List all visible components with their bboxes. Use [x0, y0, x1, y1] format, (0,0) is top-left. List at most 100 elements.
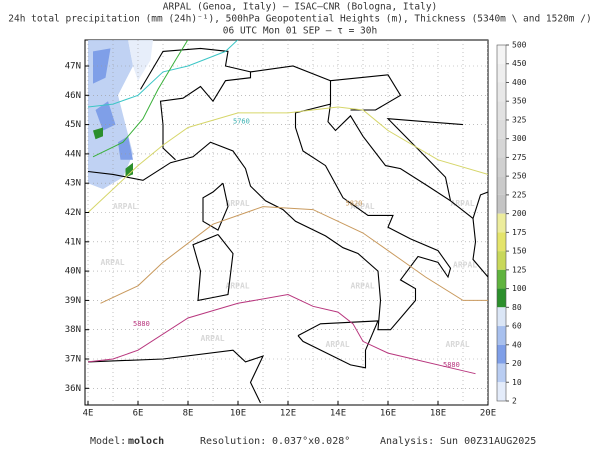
lat-label: 44N: [65, 149, 81, 159]
contour-label: 5880: [443, 361, 460, 369]
colorbar-cell: [497, 326, 506, 345]
colorbar-cell: [497, 344, 506, 364]
colorbar-label: 175: [512, 228, 527, 237]
lat-label: 39N: [65, 296, 81, 306]
colorbar-cell: [497, 307, 506, 327]
colorbar-label: 400: [512, 78, 527, 87]
watermark: ARPAL: [351, 202, 375, 211]
colorbar-label: 2: [512, 397, 517, 406]
lat-label: 38N: [65, 325, 81, 335]
colorbar-cell: [497, 138, 506, 158]
colorbar-label: 100: [512, 284, 527, 293]
lon-label: 16E: [380, 409, 396, 419]
coastline: [159, 65, 332, 161]
colorbar-label: 80: [512, 303, 522, 312]
footer-label: Analysis:: [380, 436, 434, 447]
colorbar-cell: [497, 213, 506, 233]
colorbar-cell: [497, 45, 506, 64]
colorbar-label: 450: [512, 59, 527, 68]
lat-label: 41N: [65, 237, 81, 247]
colorbar-cell: [497, 63, 506, 83]
colorbar-cell: [497, 119, 506, 139]
watermark: ARPAL: [451, 199, 475, 208]
precip-area: [93, 127, 103, 140]
watermark: ARPAL: [201, 334, 225, 343]
coastline: [202, 182, 229, 231]
lat-label: 46N: [65, 91, 81, 101]
colorbar-label: 300: [512, 134, 527, 143]
colorbar-cell: [497, 157, 506, 177]
contour-label: 5820: [346, 200, 363, 208]
colorbar-cell: [497, 269, 506, 289]
contour-line: [100, 206, 488, 304]
watermark: ARPAL: [446, 340, 470, 349]
colorbar-label: 500: [512, 41, 527, 50]
coastline: [87, 103, 488, 331]
lon-label: 20E: [480, 409, 496, 419]
coastline: [386, 118, 464, 201]
contour-label: 5880: [133, 320, 150, 328]
colorbar-label: 350: [512, 97, 527, 106]
colorbar-label: 125: [512, 265, 527, 274]
lat-label: 40N: [65, 267, 81, 277]
colorbar-cell: [497, 382, 506, 401]
colorbar-label: 275: [512, 153, 527, 162]
colorbar-label: 10: [512, 378, 522, 387]
contour-label: 5760: [233, 118, 250, 126]
map-frame: [84, 39, 489, 406]
header-line: 24h total precipitation (mm (24h)⁻¹), 50…: [8, 14, 591, 25]
colorbar-cell: [497, 82, 506, 102]
colorbar-cell: [497, 288, 506, 308]
colorbar-label: 60: [512, 322, 522, 331]
coastline: [87, 349, 265, 404]
colorbar-label: 40: [512, 340, 522, 349]
precip-area: [125, 162, 133, 178]
footer-label: Resolution:: [200, 436, 266, 447]
lat-label: 42N: [65, 208, 81, 218]
watermark: ARPAL: [101, 258, 125, 267]
contour-line: [87, 106, 488, 213]
lon-label: 18E: [430, 409, 446, 419]
colorbar-label: 150: [512, 247, 527, 256]
contour-line: [87, 40, 239, 108]
colorbar-cell: [497, 101, 506, 120]
lon-label: 10E: [230, 409, 246, 419]
lat-label: 36N: [65, 384, 81, 394]
lat-label: 43N: [65, 179, 81, 189]
footer-label: Model:: [90, 436, 126, 447]
watermark: ARPAL: [226, 281, 250, 290]
map-content: ARPAL ARPAL ARPAL ARPAL ARPAL ARPAL ARPAL ARPAL…: [85, 40, 488, 405]
watermark: ARPAL: [226, 199, 250, 208]
watermark: ARPAL: [351, 281, 375, 290]
watermark: ARPAL: [326, 340, 350, 349]
colorbar-label: 20: [512, 359, 522, 368]
watermark: ARPAL: [453, 261, 477, 270]
coastline: [472, 191, 488, 219]
lon-label: 8E: [183, 409, 194, 419]
lon-label: 12E: [280, 409, 296, 419]
lon-label: 4E: [83, 409, 94, 419]
coastline: [192, 233, 234, 302]
watermark: ARPAL: [113, 202, 137, 211]
colorbar-label: 225: [512, 190, 527, 199]
colorbar-cell: [497, 194, 506, 214]
colorbar-cell: [497, 176, 506, 195]
coastline: [297, 320, 379, 369]
header-line: 06 UTC Mon 01 SEP – τ = 30h: [223, 26, 377, 37]
lon-label: 14E: [330, 409, 346, 419]
contour-line: [87, 293, 476, 375]
colorbar-cell: [497, 251, 506, 270]
header-line: ARPAL (Genoa, Italy) – ISAC–CNR (Bologna…: [163, 2, 438, 13]
lon-label: 6E: [133, 409, 144, 419]
lat-label: 37N: [65, 355, 81, 365]
map: ARPAL ARPAL ARPAL ARPAL ARPAL ARPAL ARPAL ARPAL…: [65, 39, 496, 419]
lat-label: 45N: [65, 120, 81, 130]
footer-value: moloch: [128, 436, 164, 447]
contour-line: [92, 40, 189, 158]
coastline: [140, 47, 251, 90]
colorbar-label: 200: [512, 209, 527, 218]
footer-value: Sun 00Z31AUG2025: [440, 436, 536, 447]
colorbar-label: 250: [512, 172, 527, 181]
colorbar-frame: [496, 44, 507, 402]
